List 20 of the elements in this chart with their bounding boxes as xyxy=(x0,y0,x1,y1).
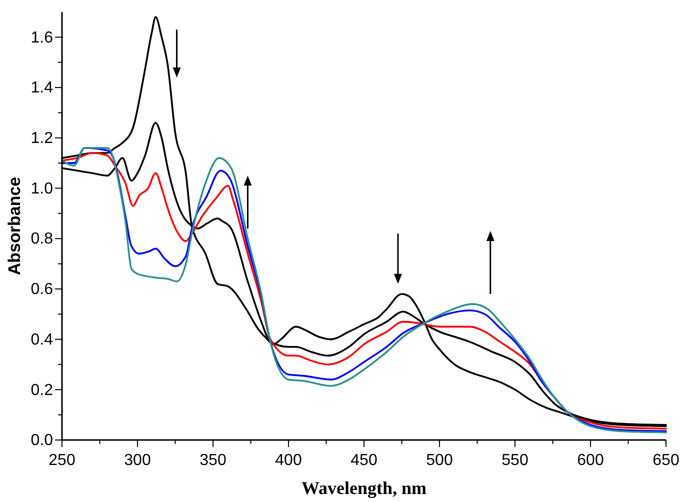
y-tick-label: 0.6 xyxy=(30,281,54,298)
x-tick-label: 250 xyxy=(48,452,76,469)
y-tick-label: 1.4 xyxy=(30,80,54,97)
x-tick-label: 400 xyxy=(275,452,302,469)
x-tick-label: 350 xyxy=(200,452,226,469)
x-tick-label: 550 xyxy=(502,452,528,469)
y-axis-title: Absorbance xyxy=(5,176,24,276)
y-tick-label: 0.4 xyxy=(30,331,54,348)
x-tick-label: 650 xyxy=(652,452,680,469)
x-tick-label: 600 xyxy=(577,452,604,469)
y-tick-label: 0.0 xyxy=(30,432,54,450)
y-tick-label: 1.0 xyxy=(30,180,54,198)
y-tick-label: 1.6 xyxy=(30,29,54,46)
y-tick-label: 0.2 xyxy=(30,382,54,399)
x-axis-title: Wavelength, nm xyxy=(301,478,427,498)
x-tick-label: 450 xyxy=(350,452,378,469)
y-tick-label: 1.2 xyxy=(30,130,54,147)
x-tick-label: 300 xyxy=(124,452,151,469)
x-tick-label: 500 xyxy=(426,452,453,469)
y-tick-label: 0.8 xyxy=(30,230,54,248)
